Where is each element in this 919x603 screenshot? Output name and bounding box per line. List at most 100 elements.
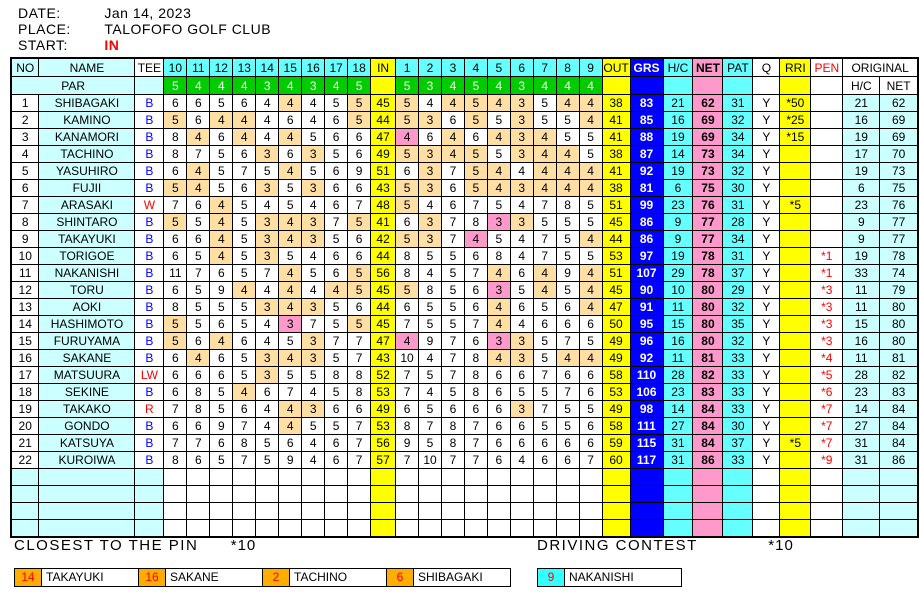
winner-name: TAKAYUKI xyxy=(42,568,139,587)
score-cell: 6 xyxy=(347,400,372,418)
out-total: 51 xyxy=(601,196,631,214)
score-cell: 6 xyxy=(578,366,603,384)
empty-score xyxy=(232,468,257,486)
score-cell: 8 xyxy=(463,349,488,367)
rri-value xyxy=(779,145,812,163)
score-cell: 4 xyxy=(209,111,234,129)
score-cell: 6 xyxy=(324,434,349,452)
winner-hole-number: 2 xyxy=(262,568,290,587)
rri-value xyxy=(779,417,812,435)
orig-net: 69 xyxy=(879,111,919,129)
in-total: 45 xyxy=(370,315,397,333)
q-flag: Y xyxy=(752,162,781,180)
orig-hc: 11 xyxy=(842,298,881,316)
score-cell: 7 xyxy=(555,383,580,401)
col-header-hole-12: 12 xyxy=(209,57,234,77)
score-cell: 4 xyxy=(486,94,511,112)
player-no: 13 xyxy=(10,298,40,316)
col-header-orig-hc: H/C xyxy=(842,76,881,95)
score-cell: 4 xyxy=(278,128,303,146)
hc-value: 9 xyxy=(662,213,694,231)
score-cell: 7 xyxy=(578,451,603,469)
in-total: 43 xyxy=(370,349,397,367)
score-cell: 6 xyxy=(347,128,372,146)
score-cell: 4 xyxy=(578,349,603,367)
score-cell: 6 xyxy=(232,145,257,163)
score-cell: 6 xyxy=(532,451,557,469)
score-cell: 4 xyxy=(232,383,257,401)
score-cell: 5 xyxy=(255,451,280,469)
score-cell: 3 xyxy=(418,162,442,180)
in-total: 44 xyxy=(370,111,397,129)
orig-net: 82 xyxy=(879,366,919,384)
start-label: START: xyxy=(18,37,68,53)
orig-net: 69 xyxy=(879,128,919,146)
score-cell: 4 xyxy=(486,264,511,282)
score-cell: 4 xyxy=(578,264,603,282)
grs-total: 83 xyxy=(629,94,664,112)
score-cell: 4 xyxy=(324,281,349,299)
score-cell: 6 xyxy=(486,366,511,384)
pat-value: 31 xyxy=(722,247,754,265)
closest-pin-multiplier: *10 xyxy=(230,537,257,554)
score-cell: 4 xyxy=(209,230,234,248)
score-cell: 4 xyxy=(486,349,511,367)
hc-value: 15 xyxy=(662,315,694,333)
score-cell: 5 xyxy=(486,230,511,248)
score-cell: 6 xyxy=(463,128,488,146)
par-value-hole-1: 5 xyxy=(395,76,420,95)
hc-value: 11 xyxy=(662,349,694,367)
score-cell: 4 xyxy=(440,145,465,163)
out-total: 58 xyxy=(601,417,631,435)
rri-value xyxy=(779,298,812,316)
player-name: SHIBAGAKI xyxy=(38,94,136,112)
score-cell: 6 xyxy=(324,247,349,265)
player-row: 9 TAKAYUKI B 6 6 4 5 3 4 3 5 6 42 5 3 7 4 5 4 7 5 4 44 86 9 77 34 Y… xyxy=(10,230,919,248)
q-flag: Y xyxy=(752,281,781,299)
score-cell: 4 xyxy=(301,281,326,299)
empty-tee xyxy=(134,468,165,486)
score-cell: 6 xyxy=(509,434,534,452)
score-cell: 6 xyxy=(395,162,420,180)
empty-score xyxy=(440,468,465,486)
score-cell: 5 xyxy=(301,128,326,146)
grs-total: 98 xyxy=(629,400,664,418)
empty-score xyxy=(186,519,211,538)
score-cell: 5 xyxy=(578,247,603,265)
empty-score xyxy=(255,502,280,520)
in-total: 48 xyxy=(370,196,397,214)
par-hc-blank xyxy=(662,76,694,95)
rri-value xyxy=(779,162,812,180)
orig-net: 84 xyxy=(879,417,919,435)
score-cell: 5 xyxy=(440,298,465,316)
player-tee: B xyxy=(134,213,165,231)
rri-value xyxy=(779,247,812,265)
score-cell: 6 xyxy=(163,383,188,401)
in-total: 56 xyxy=(370,264,397,282)
score-cell: 5 xyxy=(532,94,557,112)
hc-value: 10 xyxy=(662,281,694,299)
empty-score xyxy=(255,485,280,503)
par-out-blank xyxy=(601,76,631,95)
empty-score xyxy=(209,485,234,503)
pat-value: 31 xyxy=(722,94,754,112)
par-value-hole-12: 4 xyxy=(209,76,234,95)
place-label: PLACE: xyxy=(18,21,71,37)
score-cell: 6 xyxy=(163,230,188,248)
player-no: 1 xyxy=(10,94,40,112)
net-value: 84 xyxy=(692,400,724,418)
score-cell: 6 xyxy=(486,383,511,401)
par-value-hole-4: 5 xyxy=(463,76,488,95)
rri-value: *25 xyxy=(779,111,812,129)
out-total: 38 xyxy=(601,145,631,163)
driving-contest-multiplier: *10 xyxy=(768,537,794,554)
net-value: 78 xyxy=(692,247,724,265)
pen-value: *9 xyxy=(810,451,844,469)
score-cell: 6 xyxy=(555,315,580,333)
col-header-net: NET xyxy=(692,57,724,77)
net-value: 69 xyxy=(692,128,724,146)
score-cell: 4 xyxy=(578,281,603,299)
q-flag: Y xyxy=(752,196,781,214)
score-cell: 5 xyxy=(347,315,372,333)
hc-value: 27 xyxy=(662,417,694,435)
